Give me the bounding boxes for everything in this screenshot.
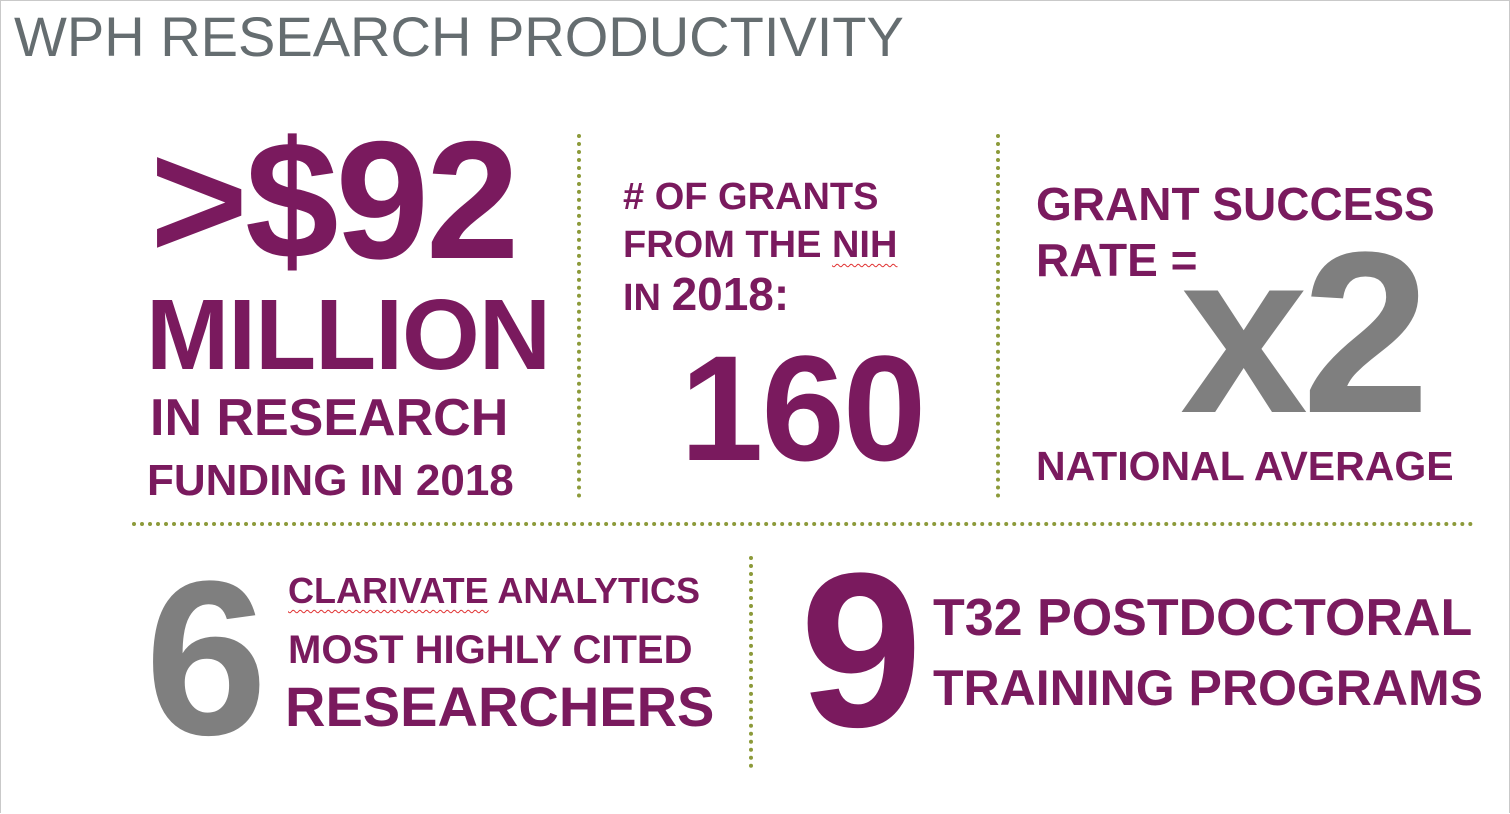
grants-line-1: # OF GRANTS [623, 176, 879, 218]
funding-unit: MILLION [146, 279, 551, 391]
success-line-2: RATE = [1036, 234, 1198, 286]
grants-count: 160 [680, 324, 926, 492]
cited-line-3: RESEARCHERS [285, 675, 715, 738]
grants-line-3-year: 2018: [671, 268, 790, 320]
success-line-3: NATIONAL AVERAGE [1036, 443, 1454, 489]
training-line-2: TRAINING PROGRAMS [933, 660, 1483, 716]
cited-count: 6 [145, 535, 268, 781]
success-line-1: GRANT SUCCESS [1036, 178, 1435, 230]
success-multiplier: x2 [1180, 204, 1430, 461]
cited-line-2: MOST HIGHLY CITED [288, 628, 693, 672]
divider-vertical-3 [749, 556, 753, 768]
divider-horizontal [132, 522, 1474, 526]
page-title: WPH RESEARCH PRODUCTIVITY [14, 5, 904, 68]
training-line-1: T32 POSTDOCTORAL [933, 589, 1473, 647]
training-count: 9 [800, 527, 923, 773]
grants-line-3-in: IN [623, 277, 672, 319]
divider-vertical-2 [996, 134, 1000, 498]
divider-vertical-1 [577, 134, 581, 498]
grants-line-2: FROM THE NIH [623, 223, 897, 267]
cited-line-1-clarivate: CLARIVATE [288, 570, 489, 611]
funding-line-1: IN RESEARCH [150, 389, 509, 447]
grants-line-2-text: FROM THE [623, 224, 832, 266]
cited-line-1: CLARIVATE ANALYTICS [288, 570, 700, 612]
grants-line-3: IN 2018: [623, 268, 789, 332]
funding-amount: >$92 [150, 106, 519, 294]
grants-line-2-nih: NIH [831, 224, 898, 266]
cited-line-1-analytics: ANALYTICS [488, 570, 701, 611]
funding-line-2: FUNDING IN 2018 [147, 456, 514, 505]
